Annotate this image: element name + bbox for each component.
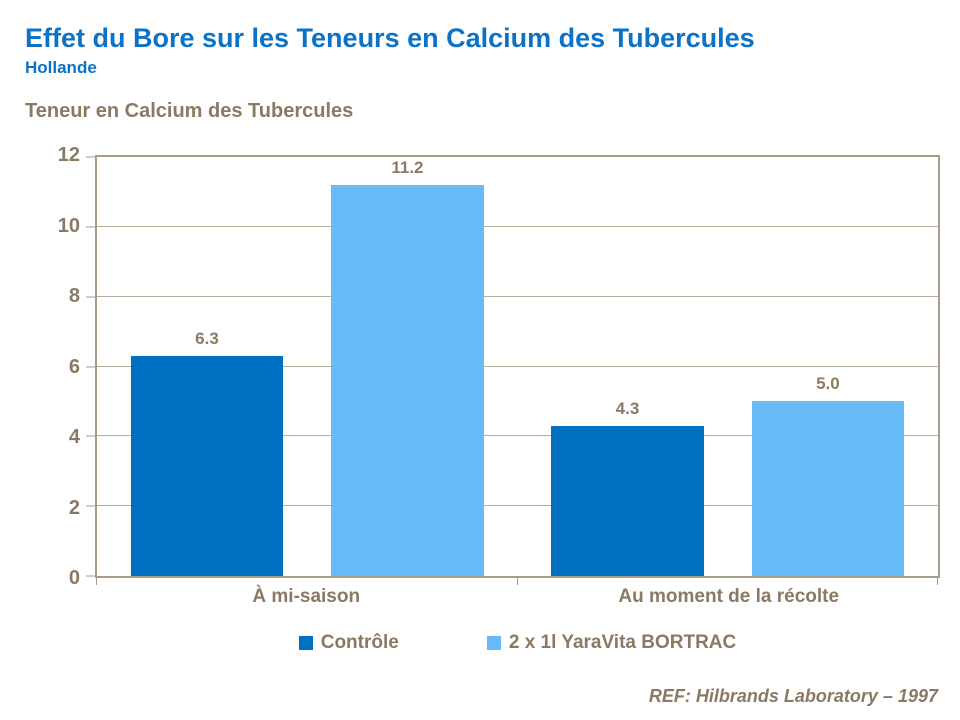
y-axis-tick-label: 6 <box>68 355 80 378</box>
gridline <box>97 505 938 507</box>
y-axis-tick-label: 10 <box>57 214 80 237</box>
x-axis-labels: À mi-saison Au moment de la récolte <box>95 586 940 608</box>
x-axis-tick <box>516 576 518 585</box>
y-axis-tick-label: 12 <box>57 144 80 166</box>
y-axis-tick-label: 4 <box>68 426 80 449</box>
gridline <box>97 295 938 297</box>
y-axis-tick <box>86 366 95 367</box>
y-axis-tick <box>86 505 95 507</box>
bar: 6.3 <box>130 329 284 576</box>
bar-value-label: 4.3 <box>615 398 640 418</box>
x-axis-tick <box>937 576 938 585</box>
bar: 11.2 <box>331 158 484 576</box>
bar-value-label: 5.0 <box>816 374 840 394</box>
y-axis-tick <box>86 296 95 298</box>
bar-value-label: 11.2 <box>391 157 424 177</box>
reference-note: REF: Hilbrands Laboratory – 1997 <box>648 686 938 706</box>
plot-area: 6.3 11.2 4.3 5.0 <box>86 155 940 585</box>
page-title: Effet du Bore sur les Teneurs en Calcium… <box>25 23 755 53</box>
gridline <box>97 365 938 367</box>
x-axis-tick <box>96 576 97 585</box>
bar-value-label: 6.3 <box>195 329 219 349</box>
legend-item: Contrôle <box>298 632 399 654</box>
y-axis-tick <box>86 226 95 228</box>
y-axis-tick <box>86 575 95 577</box>
y-axis: 0 2 4 6 8 10 12 <box>0 145 80 588</box>
y-axis-tick-label: 8 <box>68 285 80 308</box>
legend-swatch <box>486 636 501 650</box>
page-subtitle: Hollande <box>25 58 97 77</box>
x-axis-category-label: À mi-saison <box>252 586 361 607</box>
y-axis-tick-label: 0 <box>68 567 80 589</box>
x-axis-category-label: Au moment de la récolte <box>618 586 840 607</box>
gridline <box>97 225 938 227</box>
y-axis-tick <box>86 435 95 437</box>
y-axis-tick-label: 2 <box>68 496 80 519</box>
bar: 4.3 <box>551 399 704 576</box>
legend-item: 2 x 1l YaraVita BORTRAC <box>486 632 737 654</box>
legend-label: Contrôle <box>320 632 399 653</box>
legend: Contrôle 2 x 1l YaraVita BORTRAC <box>95 632 940 654</box>
y-axis-tick <box>86 156 95 158</box>
legend-label: 2 x 1l YaraVita BORTRAC <box>508 632 737 653</box>
legend-swatch <box>298 636 313 650</box>
chart-title: Teneur en Calcium des Tubercules <box>25 100 354 122</box>
gridline <box>97 435 938 437</box>
bar: 5.0 <box>751 374 905 576</box>
